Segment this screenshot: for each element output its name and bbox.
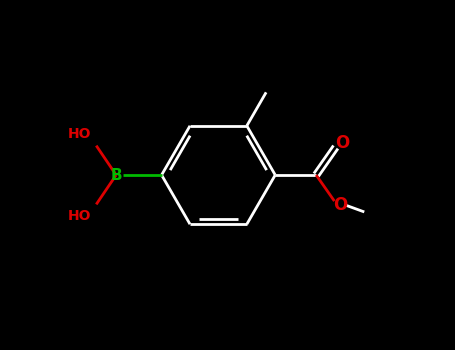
Text: O: O	[335, 134, 349, 152]
Text: HO: HO	[68, 209, 92, 223]
Text: O: O	[333, 196, 347, 214]
Text: HO: HO	[68, 127, 92, 141]
Text: B: B	[110, 168, 122, 182]
